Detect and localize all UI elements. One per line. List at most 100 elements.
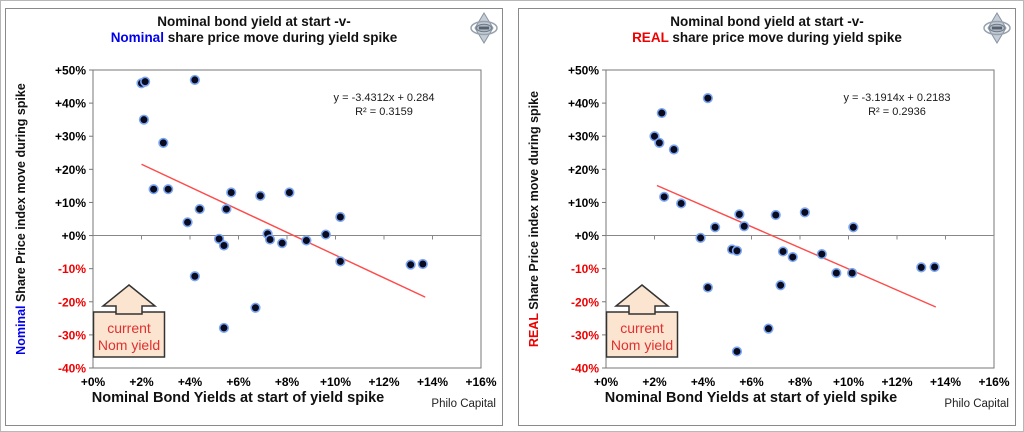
- source-credit: Philo Capital: [944, 398, 1009, 410]
- chart-title: Nominal bond yield at start -v- Nominal …: [6, 14, 502, 46]
- scatter-point: [656, 107, 667, 119]
- scatter-point: [710, 222, 721, 233]
- y-tick-label: +30%: [568, 130, 599, 144]
- scatter-point: [659, 191, 670, 202]
- scatter-point: [163, 184, 174, 195]
- scatter-point: [695, 232, 706, 243]
- x-axis-title: Nominal Bond Yields at start of yield sp…: [91, 390, 385, 406]
- annotation-text-line1: current: [620, 320, 664, 336]
- x-tick-label: +0%: [81, 375, 106, 389]
- plot-border: [605, 69, 995, 369]
- y-tick-label: -10%: [58, 262, 86, 276]
- y-tick-label: +40%: [568, 97, 599, 111]
- panel-nominal: Nominal bond yield at start -v- Nominal …: [5, 8, 503, 426]
- scatter-point: [214, 233, 225, 244]
- scatter-point: [189, 271, 200, 282]
- scatter-plot: +0% +2% +4% +6% +8% +10% +12% +14% +16% +50% +40% +…: [568, 64, 1010, 390]
- chart-title-line2: Nominal share price move during yield sp…: [6, 30, 502, 46]
- scatter-point: [138, 114, 150, 125]
- scatter-point: [916, 262, 927, 273]
- y-tick-label: -20%: [58, 295, 86, 309]
- philo-capital-logo-icon: [982, 12, 1012, 49]
- scatter-point: [158, 137, 169, 148]
- scatter-point: [676, 198, 687, 209]
- title-rest: share price move during yield spike: [163, 30, 398, 45]
- scatter-point: [668, 144, 679, 155]
- scatter-point: [731, 245, 743, 256]
- x-axis-title: Nominal Bond Yields at start of yield sp…: [604, 390, 898, 406]
- scatter-point: [848, 222, 859, 233]
- up-arrow-icon: [100, 284, 158, 315]
- equation-line: y = -3.1914x + 0.2183: [843, 92, 951, 104]
- scatter-point: [847, 267, 858, 279]
- equation-line: y = -3.4312x + 0.284: [333, 92, 435, 104]
- title-highlight: Nominal: [110, 30, 164, 45]
- y-tick-label: +30%: [55, 130, 86, 144]
- scatter-point: [649, 131, 660, 142]
- scatter-point: [770, 209, 781, 221]
- trendline: [656, 184, 937, 308]
- panel-real: Nominal bond yield at start -v- REAL sha…: [518, 8, 1016, 426]
- scatter-point: [218, 322, 230, 334]
- scatter-point: [140, 76, 151, 87]
- scatter-point: [221, 203, 232, 215]
- scatter-point: [264, 234, 276, 245]
- x-tick-label: +14%: [930, 375, 961, 389]
- trendline-equation: y = -3.4312x + 0.284 R² = 0.3159: [334, 92, 435, 119]
- annotation-box: [92, 311, 166, 358]
- scatter-point: [148, 184, 159, 195]
- y-tick-label: -20%: [571, 295, 599, 309]
- scatter-point: [777, 246, 789, 257]
- scatter-point: [734, 209, 745, 220]
- x-tick-label: +12%: [368, 375, 399, 389]
- scatter-point: [831, 267, 842, 279]
- y-tick-label: -30%: [58, 328, 86, 342]
- y-tick-label: +40%: [55, 97, 86, 111]
- y-tick-label: +10%: [55, 196, 86, 210]
- scatter-point: [929, 261, 940, 273]
- up-arrow-icon: [613, 284, 671, 315]
- x-tick-label: +14%: [417, 375, 448, 389]
- scatter-point: [194, 203, 205, 215]
- trendline: [141, 163, 426, 298]
- title-rest: share price move during yield spike: [668, 30, 902, 45]
- r-squared-line: R² = 0.2936: [868, 105, 926, 118]
- x-tick-label: +6%: [226, 375, 251, 389]
- y-tick-label: +50%: [568, 64, 599, 78]
- scatter-point: [654, 137, 665, 148]
- y-tick-label: +20%: [55, 163, 86, 177]
- scatter-point: [731, 346, 743, 357]
- current-yield-annotation: current Nom yield: [605, 284, 679, 358]
- scatter-point: [335, 211, 346, 223]
- y-tick-label: -10%: [571, 262, 599, 276]
- scatter-point: [301, 235, 312, 246]
- x-tick-label: +4%: [691, 375, 716, 389]
- x-tick-label: +2%: [642, 375, 667, 389]
- scatter-point: [702, 282, 713, 293]
- scatter-point: [182, 217, 193, 228]
- plot-border: [92, 69, 482, 369]
- scatter-point: [702, 93, 713, 104]
- chart-title-line2: REAL share price move during yield spike: [519, 30, 1015, 46]
- scatter-point: [763, 323, 774, 334]
- x-tick-label: +16%: [978, 375, 1009, 389]
- scatter-point: [255, 190, 266, 201]
- scatter-point: [335, 256, 346, 267]
- x-tick-label: +10%: [320, 375, 351, 389]
- y-tick-label: +0%: [575, 229, 600, 243]
- current-yield-annotation: current Nom yield: [92, 284, 166, 358]
- philo-capital-logo-icon: [469, 12, 499, 49]
- y-tick-label: +10%: [568, 196, 599, 210]
- chart-title-line1: Nominal bond yield at start -v-: [157, 14, 351, 29]
- annotation-text-line1: current: [107, 320, 151, 336]
- x-tick-label: +16%: [465, 375, 496, 389]
- scatter-point: [799, 207, 810, 218]
- scatter-point: [226, 187, 237, 198]
- scatter-point: [787, 251, 798, 263]
- annotation-text-line2: Nom yield: [98, 337, 160, 353]
- scatter-point: [284, 187, 295, 198]
- annotation-box: [605, 311, 679, 358]
- scatter-point: [816, 248, 827, 260]
- x-tick-label: +12%: [881, 375, 912, 389]
